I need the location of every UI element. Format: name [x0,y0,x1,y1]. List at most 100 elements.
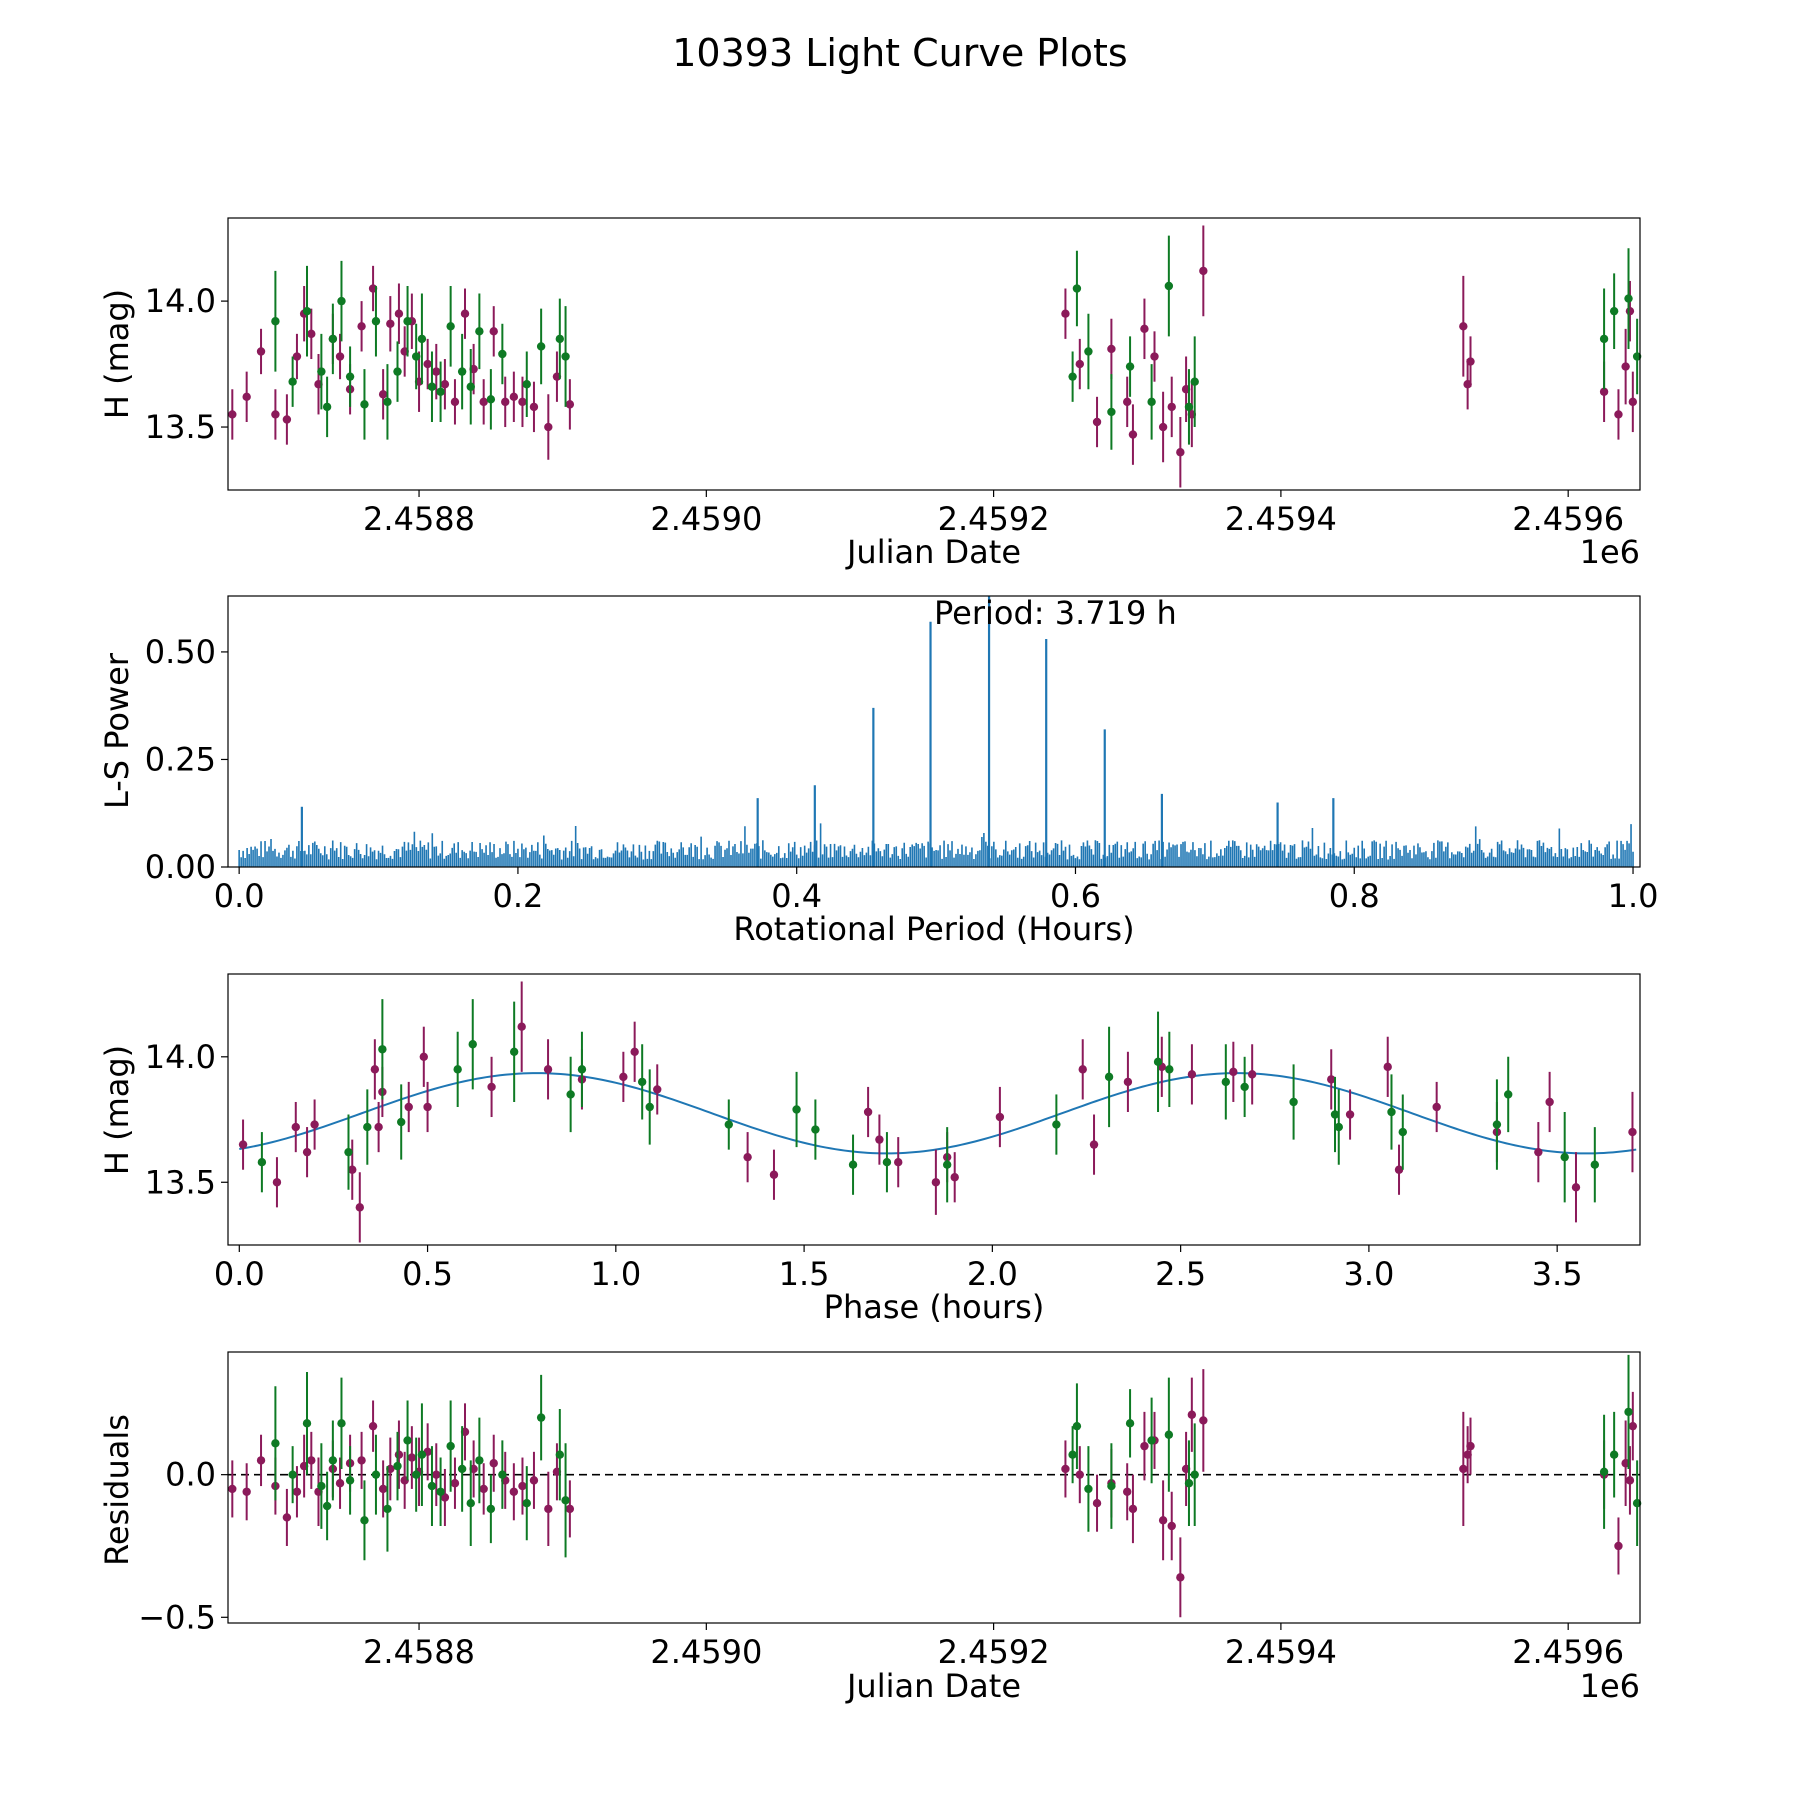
series_a-point [238,1140,248,1149]
x-tick-label: 2.4588 [363,500,475,538]
series_a-point [256,1456,266,1465]
series_a-point [863,1107,873,1117]
series_a-point [335,1479,345,1488]
series_b-point [393,367,402,376]
y-tick-label: −0.5 [138,1598,216,1636]
residuals-ylabel: Residuals [98,1414,136,1566]
series_b-point [1068,1450,1077,1459]
periodogram-noise [238,823,1634,867]
series_b-point [1289,1097,1298,1107]
series_a-point [1199,1416,1208,1425]
series_a-point [282,1513,292,1522]
y-tick-label: 0.00 [145,848,216,886]
series_a-point [423,359,432,369]
series_a-point [1061,1464,1070,1474]
series_b-point [566,1090,575,1099]
series_b-point [1125,362,1135,371]
x-tick-label: 1.0 [590,1255,641,1293]
residuals-frame [227,1351,1641,1624]
series_a-point [1092,417,1102,427]
y-tick-label: 14.0 [145,282,216,320]
series_b-point [411,352,421,361]
series_a-point [1432,1102,1441,1112]
series_a-point [394,1450,404,1459]
series_b-point [328,334,338,344]
series_b-point [337,296,346,306]
series_b-point [417,1450,427,1459]
series_b-point [337,1419,346,1428]
series_a-point [529,1476,539,1485]
x-tick-label: 0.8 [1329,877,1380,915]
series_b-point [1165,1065,1174,1074]
series_a-point [419,1052,428,1062]
series_b-point [1632,352,1642,361]
series_b-point [317,1481,326,1491]
series_b-point [436,1487,445,1496]
series_a-point [743,1152,752,1162]
series_a-point [931,1178,941,1187]
series_b-point [397,1117,406,1127]
y-tick-label: 14.0 [145,1038,216,1076]
series_b-point [317,367,326,376]
series_b-point [411,1470,421,1479]
series_a-point [292,1487,302,1496]
periodogram-panel: 0.0 0.2 0.4 0.6 0.8 1.0 0.00 0.25 0.50 Period: 3… [98,594,1658,948]
series_a-point [1327,1075,1336,1084]
model-fit-line [239,1072,1637,1155]
series_b-point [288,1470,297,1479]
series_a-point [1534,1147,1543,1157]
series_b-point [393,1461,402,1471]
series_a-point [1625,1476,1635,1485]
series_b-point [453,1065,462,1074]
series_b-point [1107,1481,1116,1491]
series_a-point [509,392,519,402]
series_b-point [446,322,455,331]
figure-title: 10393 Light Curve Plots [672,31,1127,75]
series_a-point [619,1072,628,1082]
x-tick-label: 0.4 [771,877,822,915]
series_a-point [228,1484,237,1494]
series_a-point [440,380,450,389]
series_a-point [292,352,302,361]
x-tick-label: 2.4594 [1225,500,1337,538]
y-tick-label: 0.25 [145,740,216,778]
series_b-point [360,400,369,409]
series_a-point [1128,1504,1138,1514]
series_b-point [509,1047,519,1056]
series_a-point [368,1421,378,1431]
series_a-point [460,309,470,318]
series_b-point [1560,1152,1569,1162]
series_a-point [489,327,498,336]
series_b-point [1084,1484,1093,1494]
series_a-point [1599,387,1609,396]
series_b-point [1609,1450,1619,1459]
series_a-point [1187,1410,1197,1419]
series_a-point [565,1504,575,1514]
series_a-point [1459,1464,1468,1474]
series_a-point [348,1165,357,1174]
x-tick-label: 0.5 [402,1255,453,1293]
series_b-point [271,1439,280,1448]
series_b-point [561,352,570,361]
x-tick-label: 1.5 [779,1255,830,1293]
series_b-point [1164,1430,1174,1439]
x-tick-label: 2.4596 [1512,1633,1624,1671]
residuals-xlabel: Julian Date [845,1667,1021,1705]
series_a-point [518,1481,527,1491]
y-tick-label: 13.5 [145,408,216,446]
series_b-point [378,1045,387,1054]
series_a-point [1229,1067,1238,1077]
series_a-point [1122,1487,1132,1496]
series_b-point [417,334,427,344]
x-tick-label: 2.0 [967,1255,1018,1293]
series_a-point [1158,1516,1168,1525]
series_b-point [522,1498,531,1508]
series_a-point [479,1484,488,1494]
series_a-point [995,1112,1005,1122]
x-tick-label: 0.0 [214,1255,265,1293]
series_a-point [501,397,510,407]
series_a-point [357,322,366,331]
series_b-point [427,1481,437,1491]
series_a-point [1176,448,1185,457]
